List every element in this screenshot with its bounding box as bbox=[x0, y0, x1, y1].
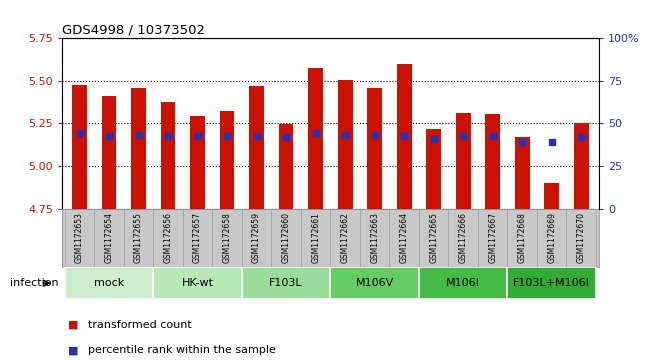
Text: M106V: M106V bbox=[355, 278, 394, 288]
Text: GSM1172666: GSM1172666 bbox=[459, 212, 467, 262]
Text: ■: ■ bbox=[68, 320, 79, 330]
Bar bbox=[419, 267, 507, 299]
Bar bbox=[301, 209, 330, 267]
Bar bbox=[309, 68, 323, 209]
Text: F103L+M106I: F103L+M106I bbox=[513, 278, 590, 288]
Bar bbox=[132, 87, 146, 209]
Bar bbox=[65, 209, 94, 267]
Text: infection: infection bbox=[10, 278, 59, 288]
Text: F103L: F103L bbox=[270, 278, 303, 288]
Text: GSM1172655: GSM1172655 bbox=[134, 212, 143, 262]
Text: GSM1172661: GSM1172661 bbox=[311, 212, 320, 262]
Bar bbox=[242, 267, 330, 299]
Text: GSM1172670: GSM1172670 bbox=[577, 212, 586, 262]
Bar bbox=[124, 209, 154, 267]
Text: GSM1172656: GSM1172656 bbox=[163, 212, 173, 262]
Text: GSM1172669: GSM1172669 bbox=[547, 212, 556, 262]
Bar bbox=[271, 209, 301, 267]
Bar bbox=[507, 209, 537, 267]
Bar bbox=[367, 87, 382, 209]
Bar bbox=[154, 267, 242, 299]
Bar bbox=[154, 209, 183, 267]
Bar bbox=[249, 86, 264, 209]
Bar bbox=[426, 129, 441, 209]
Bar bbox=[566, 209, 596, 267]
Text: GSM1172663: GSM1172663 bbox=[370, 212, 379, 262]
Bar bbox=[102, 96, 117, 209]
Text: ■: ■ bbox=[68, 345, 79, 355]
Text: GSM1172662: GSM1172662 bbox=[340, 212, 350, 262]
Text: transformed count: transformed count bbox=[88, 320, 191, 330]
Bar bbox=[449, 209, 478, 267]
Bar bbox=[279, 124, 294, 209]
Bar bbox=[338, 80, 352, 209]
Text: GSM1172659: GSM1172659 bbox=[252, 212, 261, 262]
Text: GSM1172658: GSM1172658 bbox=[223, 212, 232, 262]
Bar bbox=[330, 267, 419, 299]
Bar bbox=[212, 209, 242, 267]
Bar bbox=[190, 116, 205, 209]
Bar bbox=[183, 209, 212, 267]
Text: GSM1172664: GSM1172664 bbox=[400, 212, 409, 262]
Bar bbox=[72, 85, 87, 209]
Bar bbox=[242, 209, 271, 267]
Bar bbox=[419, 209, 449, 267]
Bar bbox=[396, 64, 411, 209]
Text: GSM1172653: GSM1172653 bbox=[75, 212, 84, 262]
Text: GSM1172654: GSM1172654 bbox=[105, 212, 113, 262]
Text: mock: mock bbox=[94, 278, 124, 288]
Bar bbox=[537, 209, 566, 267]
Bar bbox=[456, 113, 471, 209]
Text: percentile rank within the sample: percentile rank within the sample bbox=[88, 345, 276, 355]
Text: GSM1172668: GSM1172668 bbox=[518, 212, 527, 262]
Bar bbox=[220, 111, 234, 209]
Text: GSM1172667: GSM1172667 bbox=[488, 212, 497, 262]
Bar bbox=[330, 209, 360, 267]
Bar bbox=[485, 114, 500, 209]
Bar bbox=[515, 137, 529, 209]
Text: GSM1172660: GSM1172660 bbox=[282, 212, 290, 262]
Text: M106I: M106I bbox=[446, 278, 480, 288]
Bar bbox=[574, 123, 589, 209]
Bar bbox=[360, 209, 389, 267]
Text: GSM1172665: GSM1172665 bbox=[429, 212, 438, 262]
Bar bbox=[65, 267, 154, 299]
Bar bbox=[478, 209, 507, 267]
Bar bbox=[507, 267, 596, 299]
Text: HK-wt: HK-wt bbox=[182, 278, 214, 288]
Bar bbox=[544, 183, 559, 209]
Bar bbox=[94, 209, 124, 267]
Text: GSM1172657: GSM1172657 bbox=[193, 212, 202, 262]
Bar bbox=[161, 102, 176, 209]
Bar bbox=[389, 209, 419, 267]
Text: GDS4998 / 10373502: GDS4998 / 10373502 bbox=[62, 24, 205, 37]
